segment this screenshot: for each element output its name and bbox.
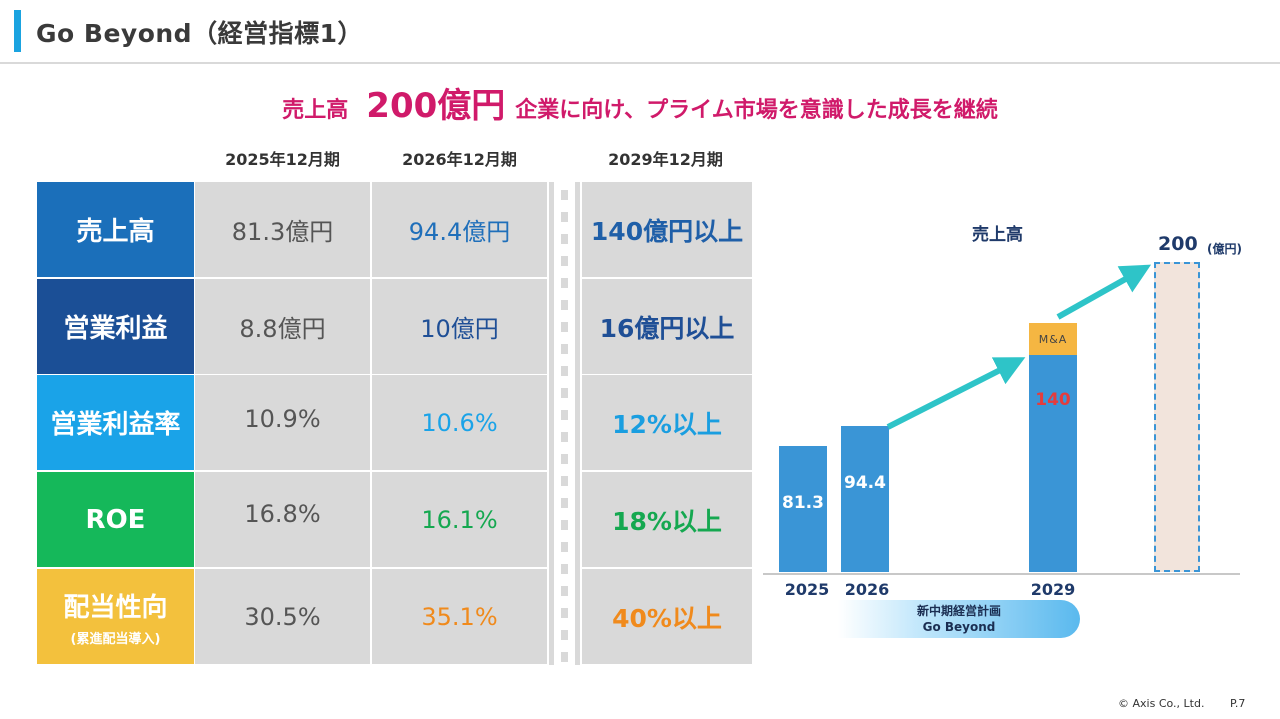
- row-label-text: 売上高: [76, 217, 155, 247]
- separator-dash: [561, 432, 568, 442]
- ma-label: M&A: [1038, 332, 1068, 346]
- x-label-2025: 2025: [784, 580, 830, 599]
- page-number: P.7: [1230, 697, 1246, 710]
- row-label-revenue: 売上高: [37, 182, 194, 277]
- chart-title: 売上高: [972, 225, 1023, 245]
- row-label-roe: ROE: [37, 472, 194, 567]
- page-title: Go Beyond（経営指標1）: [36, 19, 363, 48]
- separator-dash: [561, 366, 568, 376]
- separator-dash: [561, 322, 568, 332]
- cell-payout-ratio-2026: 35.1%: [372, 569, 547, 664]
- x-label-2026: 2026: [844, 580, 890, 599]
- chart-baseline: [763, 573, 1240, 575]
- bar-2026: [841, 425, 889, 572]
- plan-band: 新中期経営計画 Go Beyond: [838, 600, 1080, 638]
- row-label-operating-profit: 営業利益: [37, 279, 194, 374]
- header-divider: [0, 62, 1280, 64]
- cell-operating-margin-2029: 12%以上: [582, 375, 752, 470]
- cell-operating-profit-2026: 10億円: [372, 279, 547, 374]
- bar-2025: [779, 445, 827, 572]
- separator-dash: [561, 564, 568, 574]
- column-header-2029: 2029年12月期: [608, 150, 723, 169]
- headline-prefix: 売上高: [282, 98, 349, 123]
- separator-dash: [561, 586, 568, 596]
- plan-band-line1: 新中期経営計画: [916, 604, 1001, 618]
- title-accent-bar: [14, 10, 21, 52]
- separator-dash: [561, 608, 568, 618]
- headline-emphasis: 200億円: [366, 86, 506, 126]
- cell-revenue-2026: 94.4億円: [372, 182, 547, 277]
- separator-dash: [561, 630, 568, 640]
- row-label-text: 営業利益: [63, 314, 168, 344]
- row-label-text: ROE: [85, 504, 146, 535]
- cell-payout-ratio-2025: 30.5%: [195, 569, 370, 664]
- chart-unit-label: (億円): [1207, 242, 1242, 256]
- separator-dash: [561, 542, 568, 552]
- x-label-2029: 2029: [1030, 580, 1076, 599]
- column-header-2026: 2026年12月期: [402, 150, 517, 169]
- separator-dash: [561, 476, 568, 486]
- bar-value-2029: 140: [1035, 390, 1071, 410]
- growth-arrow-1: [886, 357, 1026, 430]
- copyright: © Axis Co., Ltd.: [1118, 697, 1205, 710]
- cell-roe-2025: 16.8%: [195, 472, 370, 567]
- cell-roe-2029: 18%以上: [582, 472, 752, 567]
- bar-2029: [1029, 355, 1077, 572]
- row-label-operating-margin: 営業利益率: [37, 375, 194, 470]
- cell-operating-margin-2026: 10.6%: [372, 375, 547, 470]
- row-label-text: 営業利益率: [50, 410, 181, 440]
- separator-dash: [561, 212, 568, 222]
- row-label-text: 配当性向: [63, 592, 168, 623]
- separator-dash: [561, 190, 568, 200]
- cell-operating-margin-2025: 10.9%: [195, 375, 370, 470]
- separator-dash: [561, 388, 568, 398]
- plan-band-line2: Go Beyond: [922, 620, 996, 634]
- bar-value-2026: 94.4: [844, 472, 886, 493]
- cell-revenue-2029: 140億円以上: [582, 182, 752, 277]
- bar-value-2025: 81.3: [782, 492, 824, 513]
- column-header-2025: 2025年12月期: [225, 150, 340, 169]
- cell-roe-2026: 16.1%: [372, 472, 547, 567]
- headline: 売上高 200億円 企業に向け、プライム市場を意識した成長を継続: [0, 78, 1280, 127]
- timeline-gap: [554, 182, 575, 665]
- growth-arrow-2: [1056, 264, 1152, 320]
- cell-revenue-2025: 81.3億円: [195, 182, 370, 277]
- cell-operating-profit-2025: 8.8億円: [195, 279, 370, 374]
- cell-payout-ratio-2029: 40%以上: [582, 569, 752, 664]
- target-value-label: 200: [1158, 233, 1198, 255]
- separator-dash: [561, 278, 568, 288]
- separator-dash: [561, 256, 568, 266]
- row-label-subtext: (累進配当導入): [70, 631, 161, 647]
- cell-operating-profit-2029: 16億円以上: [582, 279, 752, 374]
- headline-suffix: 企業に向け、プライム市場を意識した成長を継続: [515, 98, 998, 123]
- separator-dash: [561, 652, 568, 662]
- ma-segment: M&A: [1029, 323, 1077, 355]
- row-label-payout-ratio: 配当性向 (累進配当導入): [37, 569, 194, 664]
- separator-dash: [561, 454, 568, 464]
- separator-dash: [561, 344, 568, 354]
- separator-dash: [561, 410, 568, 420]
- target-bar-200: [1154, 262, 1200, 572]
- separator-dash: [561, 234, 568, 244]
- separator-dash: [561, 300, 568, 310]
- separator-dash: [561, 520, 568, 530]
- separator-dash: [561, 498, 568, 508]
